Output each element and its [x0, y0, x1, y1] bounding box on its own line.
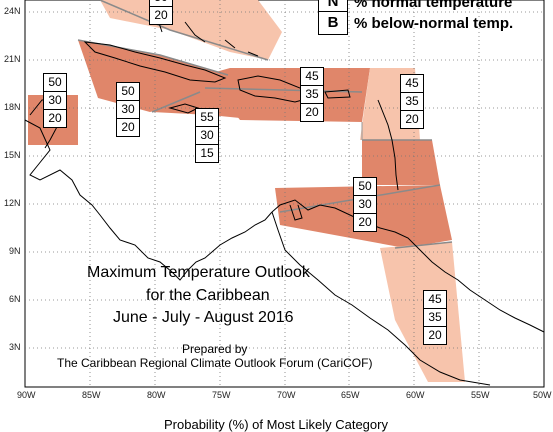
coast-south-america-inner: [271, 211, 491, 386]
legend-normal-text: % normal temperature: [354, 0, 513, 11]
prob-box-jamaica: 55 30 15: [195, 108, 219, 163]
lat-tick: 3N: [9, 342, 21, 352]
prob-box-southern-caribbean: 50 30 20: [353, 177, 377, 232]
lat-tick: 18N: [4, 102, 21, 112]
prob-value: 20: [358, 215, 372, 229]
prob-value: 20: [121, 120, 135, 134]
lon-tick: 50W: [533, 390, 552, 400]
coast-mexico-central-america: [24, 119, 273, 281]
outlook-regions: [28, 0, 465, 382]
coast-puerto-rico: [324, 89, 351, 99]
legend-below: B % below-normal temp.: [318, 11, 513, 35]
lat-tick: 12N: [4, 198, 21, 208]
prob-value: 50: [44, 74, 66, 92]
prob-value: 35: [424, 309, 446, 327]
lon-tick: 80W: [147, 390, 166, 400]
prob-value: 45: [401, 75, 423, 93]
lon-tick: 75W: [212, 390, 231, 400]
prob-value: 20: [405, 112, 419, 126]
lat-tick: 21N: [4, 54, 21, 64]
map-title-line1: Maximum Temperature Outlook: [87, 264, 310, 281]
prob-value: 50: [150, 0, 172, 7]
credit-prepared: Prepared by: [182, 342, 248, 356]
prob-value: 30: [196, 127, 218, 145]
prob-value: 50: [354, 178, 376, 196]
credit-org: The Caribbean Regional Climate Outlook F…: [57, 356, 373, 370]
map-title-line3: June - July - August 2016: [113, 309, 294, 326]
prob-value: 20: [428, 328, 442, 342]
coast-lake-maracaibo: [289, 204, 303, 221]
prob-box-hispaniola: 45 35 20: [300, 67, 324, 122]
lat-tick: 15N: [4, 150, 21, 160]
prob-value: 20: [305, 105, 319, 119]
lon-tick: 55W: [471, 390, 490, 400]
lat-tick: 6N: [9, 294, 21, 304]
graticule: [25, 0, 544, 387]
legend-below-key: B: [318, 11, 348, 35]
prob-value: 20: [48, 111, 62, 125]
region-hispaniola: [205, 68, 370, 122]
lon-tick: 60W: [406, 390, 425, 400]
axis-caption: Probability (%) of Most Likely Category: [164, 417, 388, 432]
region-lesser-antilles-s: [362, 140, 440, 185]
coast-cuba: [83, 41, 227, 83]
prob-value: 45: [301, 68, 323, 86]
prob-value: 50: [117, 83, 139, 101]
prob-value: 30: [44, 92, 66, 110]
prob-box-bahamas: 50 20: [149, 0, 173, 25]
lon-tick: 65W: [341, 390, 360, 400]
coast-lesser-antilles: [377, 99, 399, 191]
region-guianas: [380, 242, 465, 382]
lon-tick: 90W: [17, 390, 36, 400]
prob-value: 30: [354, 196, 376, 214]
prob-value: 30: [117, 101, 139, 119]
prob-value: 20: [154, 8, 168, 22]
map-title-line2: for the Caribbean: [146, 287, 270, 304]
prob-value: 55: [196, 109, 218, 127]
prob-value: 35: [401, 93, 423, 111]
prob-box-guianas: 45 35 20: [423, 290, 447, 345]
lat-tick: 9N: [9, 246, 21, 256]
prob-value: 15: [200, 146, 214, 160]
lon-tick: 70W: [277, 390, 296, 400]
prob-value: 45: [424, 291, 446, 309]
lat-tick: 24N: [4, 6, 21, 16]
coastlines: [24, 11, 545, 386]
prob-box-cuba: 50 30 20: [116, 82, 140, 137]
lon-tick: 85W: [82, 390, 101, 400]
prob-box-belize: 50 30 20: [43, 73, 67, 128]
prob-value: 35: [301, 86, 323, 104]
coast-south-america: [271, 199, 545, 333]
prob-box-lesser-antilles: 45 35 20: [400, 74, 424, 129]
legend-below-text: % below-normal temp.: [354, 14, 514, 32]
